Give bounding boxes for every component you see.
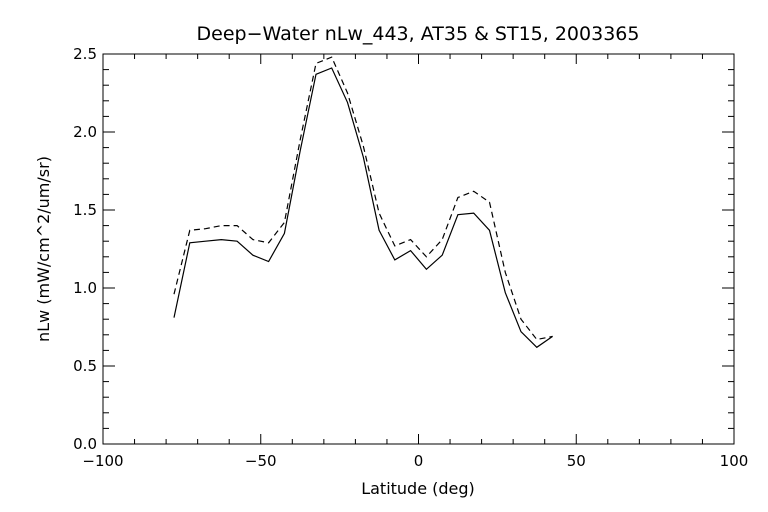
x-tick-label: 100	[720, 452, 749, 470]
y-tick-label: 1.5	[73, 201, 97, 219]
y-axis-label: nLw (mW/cm^2/um/sr)	[34, 156, 53, 342]
x-tick-label: −50	[245, 452, 277, 470]
series-line-solid	[173, 67, 553, 349]
x-tick-label: 0	[414, 452, 424, 470]
y-tick-label: 0.5	[73, 357, 97, 375]
x-axis-label: Latitude (deg)	[361, 479, 475, 498]
chart-title: Deep−Water nLw_443, AT35 & ST15, 2003365	[197, 23, 640, 45]
y-tick-label: 2.0	[73, 123, 97, 141]
y-tick-label: 2.5	[73, 45, 97, 63]
series-line-dashed	[173, 56, 553, 341]
y-axis: 0.0 0.5 1.0 1.5 2.0 2.5	[73, 45, 734, 453]
y-tick-label: 0.0	[73, 435, 97, 453]
x-tick-label: −100	[82, 452, 123, 470]
series-layer	[173, 56, 553, 349]
x-axis: −100 −50 0 50 100	[82, 54, 748, 470]
x-tick-label: 50	[567, 452, 586, 470]
y-tick-label: 1.0	[73, 279, 97, 297]
